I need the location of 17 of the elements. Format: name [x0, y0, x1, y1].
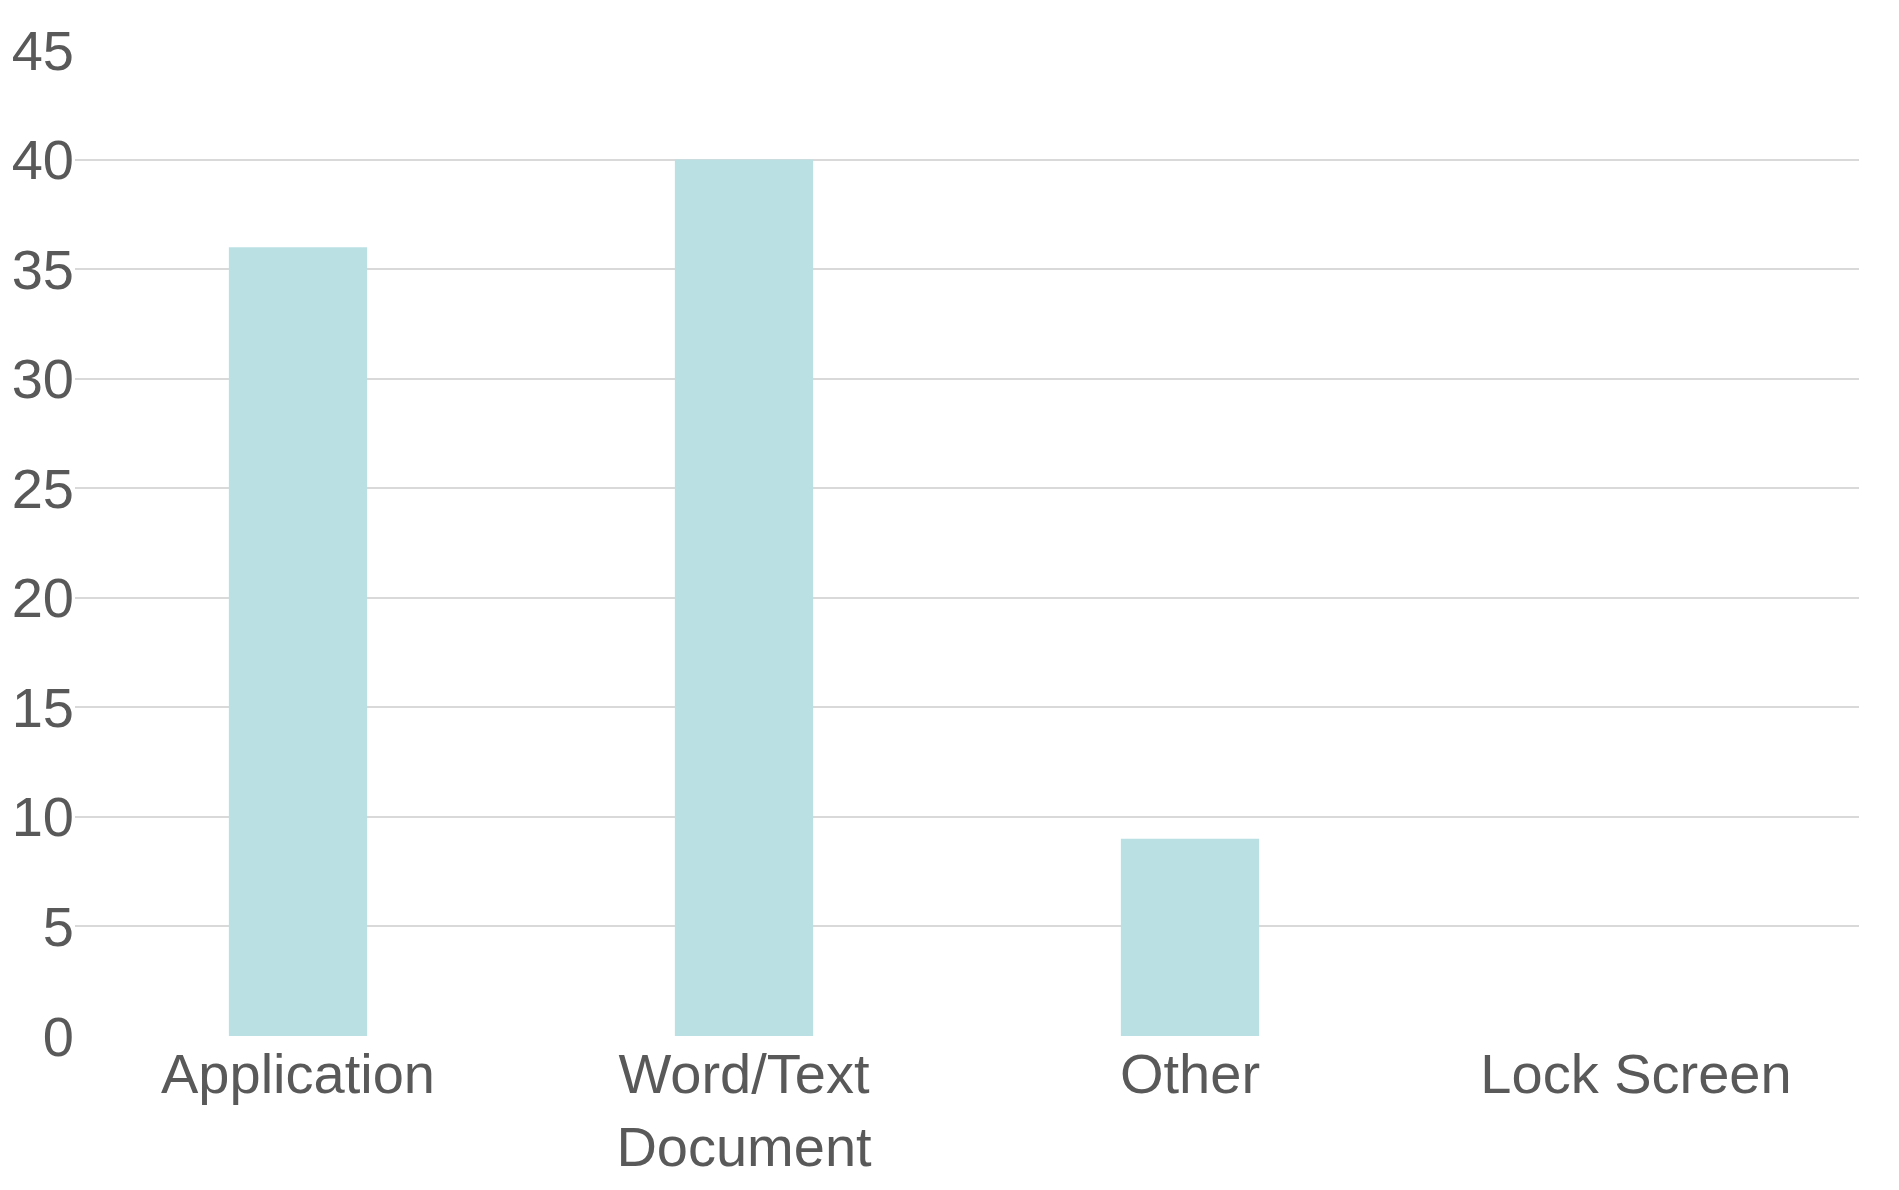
- y-tick-label: 30: [11, 347, 74, 411]
- y-tick-label: 0: [42, 1004, 74, 1068]
- y-tick-label: 10: [11, 785, 74, 849]
- bar: [228, 247, 368, 1036]
- y-tick-label: 20: [11, 566, 74, 630]
- x-tick-label: Word/Text Document: [616, 1042, 873, 1178]
- x-tick-label: Other: [1119, 1042, 1261, 1105]
- bar: [1120, 838, 1260, 1036]
- y-tick-label: 45: [11, 18, 74, 82]
- bar: [674, 159, 814, 1036]
- y-tick-label: 40: [11, 128, 74, 192]
- y-tick-label: 35: [11, 237, 74, 301]
- y-tick-label: 5: [42, 895, 74, 959]
- x-tick-label: Lock Screen: [1480, 1042, 1792, 1105]
- y-tick-label: 15: [11, 675, 74, 739]
- y-tick-label: 25: [11, 456, 74, 520]
- x-tick-label: Application: [161, 1042, 435, 1105]
